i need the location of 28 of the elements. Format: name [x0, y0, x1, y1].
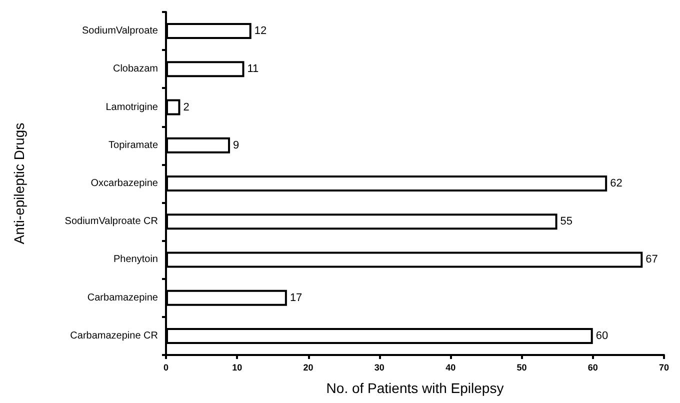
data-label: 11 [247, 63, 259, 76]
x-tick-label: 50 [516, 362, 527, 372]
y-tick-label: Carbamazepine CR [70, 330, 158, 342]
y-tick-label: Carbamazepine [87, 292, 158, 304]
data-label: 9 [233, 139, 240, 152]
data-label: 2 [183, 101, 190, 114]
y-tick-label: Topiramate [108, 140, 158, 151]
y-tick-label: Lamotrigine [106, 102, 158, 113]
x-tick-label: 30 [374, 362, 384, 372]
data-label: 67 [646, 254, 658, 266]
y-tick-label: Oxcarbazepine [90, 178, 158, 189]
x-tick-label: 20 [303, 362, 314, 372]
x-tick-label: 10 [232, 362, 242, 372]
data-label: 60 [596, 330, 608, 342]
x-tick-label: 70 [658, 362, 670, 372]
data-label: 62 [610, 178, 622, 190]
y-tick-label: SodiumValproate CR [64, 216, 158, 228]
y-tick-label: Phenytoin [114, 254, 158, 266]
data-label: 17 [290, 292, 302, 304]
y-tick-label: Clobazam [112, 64, 158, 75]
y-tick-label: SodiumValproate [82, 26, 158, 37]
y-axis-title: Anti-epileptic Drugs [11, 122, 27, 244]
x-axis-title: No. of Patients with Epilepsy [326, 380, 504, 396]
data-label: 12 [254, 25, 267, 38]
x-tick-label: 60 [588, 362, 598, 372]
x-tick-label: 0 [163, 362, 169, 372]
data-label: 55 [560, 216, 573, 228]
x-tick-label: 40 [446, 362, 456, 372]
